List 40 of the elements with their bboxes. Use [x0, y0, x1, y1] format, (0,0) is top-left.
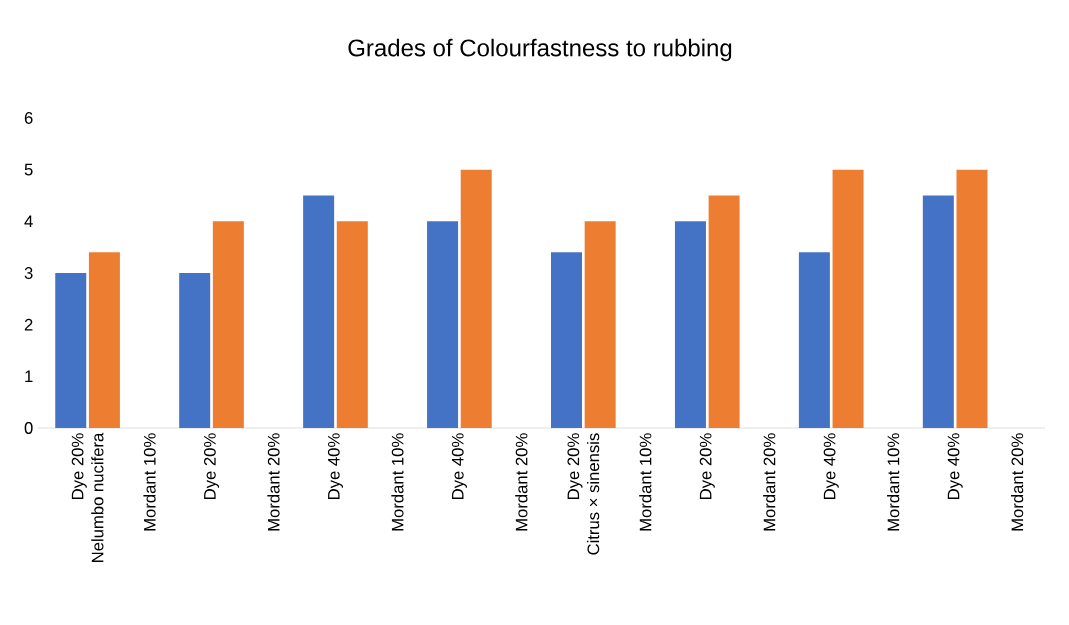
y-tick-label: 4 [24, 215, 33, 228]
y-tick-label: 6 [24, 112, 33, 124]
bar [88, 252, 120, 428]
x-tick-label: Dye 40% [327, 433, 343, 499]
bar [922, 195, 954, 428]
y-tick-label: 0 [24, 422, 33, 434]
x-tick-label: Mordant 20% [267, 433, 280, 531]
x-tick-label: Dye 40% [451, 433, 467, 499]
y-tick-label: 5 [24, 163, 33, 176]
x-tick-label: Dye 20% Citrus × sinensis [567, 433, 600, 555]
bar [551, 252, 583, 428]
x-tick-label: Dye 20% [203, 433, 220, 499]
bar [956, 169, 988, 428]
bar [708, 195, 740, 428]
x-tick-label: Mordant 20% [763, 433, 776, 531]
bar [179, 273, 211, 428]
x-tick-label: Dye 40% [947, 433, 963, 499]
y-tick-label: 2 [24, 318, 33, 331]
bar [212, 221, 244, 428]
bar [460, 169, 492, 428]
x-tick-label: Mordant 10% [887, 433, 900, 531]
bar [798, 252, 830, 428]
bar [336, 221, 368, 428]
x-tick-label: Dye 20% [699, 433, 715, 499]
y-tick-label: 3 [24, 267, 33, 279]
y-tick-label: 1 [25, 370, 33, 383]
chart-title: Grades of Colourfastness to rubbing [348, 38, 732, 62]
bar [55, 273, 87, 428]
bar [427, 221, 459, 428]
bar [584, 221, 616, 428]
x-tick-label: Mordant 20% [515, 433, 528, 531]
x-tick-label: Mordant 10% [639, 433, 652, 531]
bar [674, 221, 706, 428]
x-tick-label: Mordant 10% [143, 433, 156, 531]
x-tick-label: Dye 40% [823, 433, 839, 499]
x-tick-label: Dye 20% Nelumbo nucifera [71, 432, 104, 562]
bar [303, 195, 335, 428]
x-tick-label: Mordant 20% [1011, 433, 1024, 531]
x-tick-label: Mordant 10% [391, 433, 404, 531]
bar [832, 169, 864, 428]
